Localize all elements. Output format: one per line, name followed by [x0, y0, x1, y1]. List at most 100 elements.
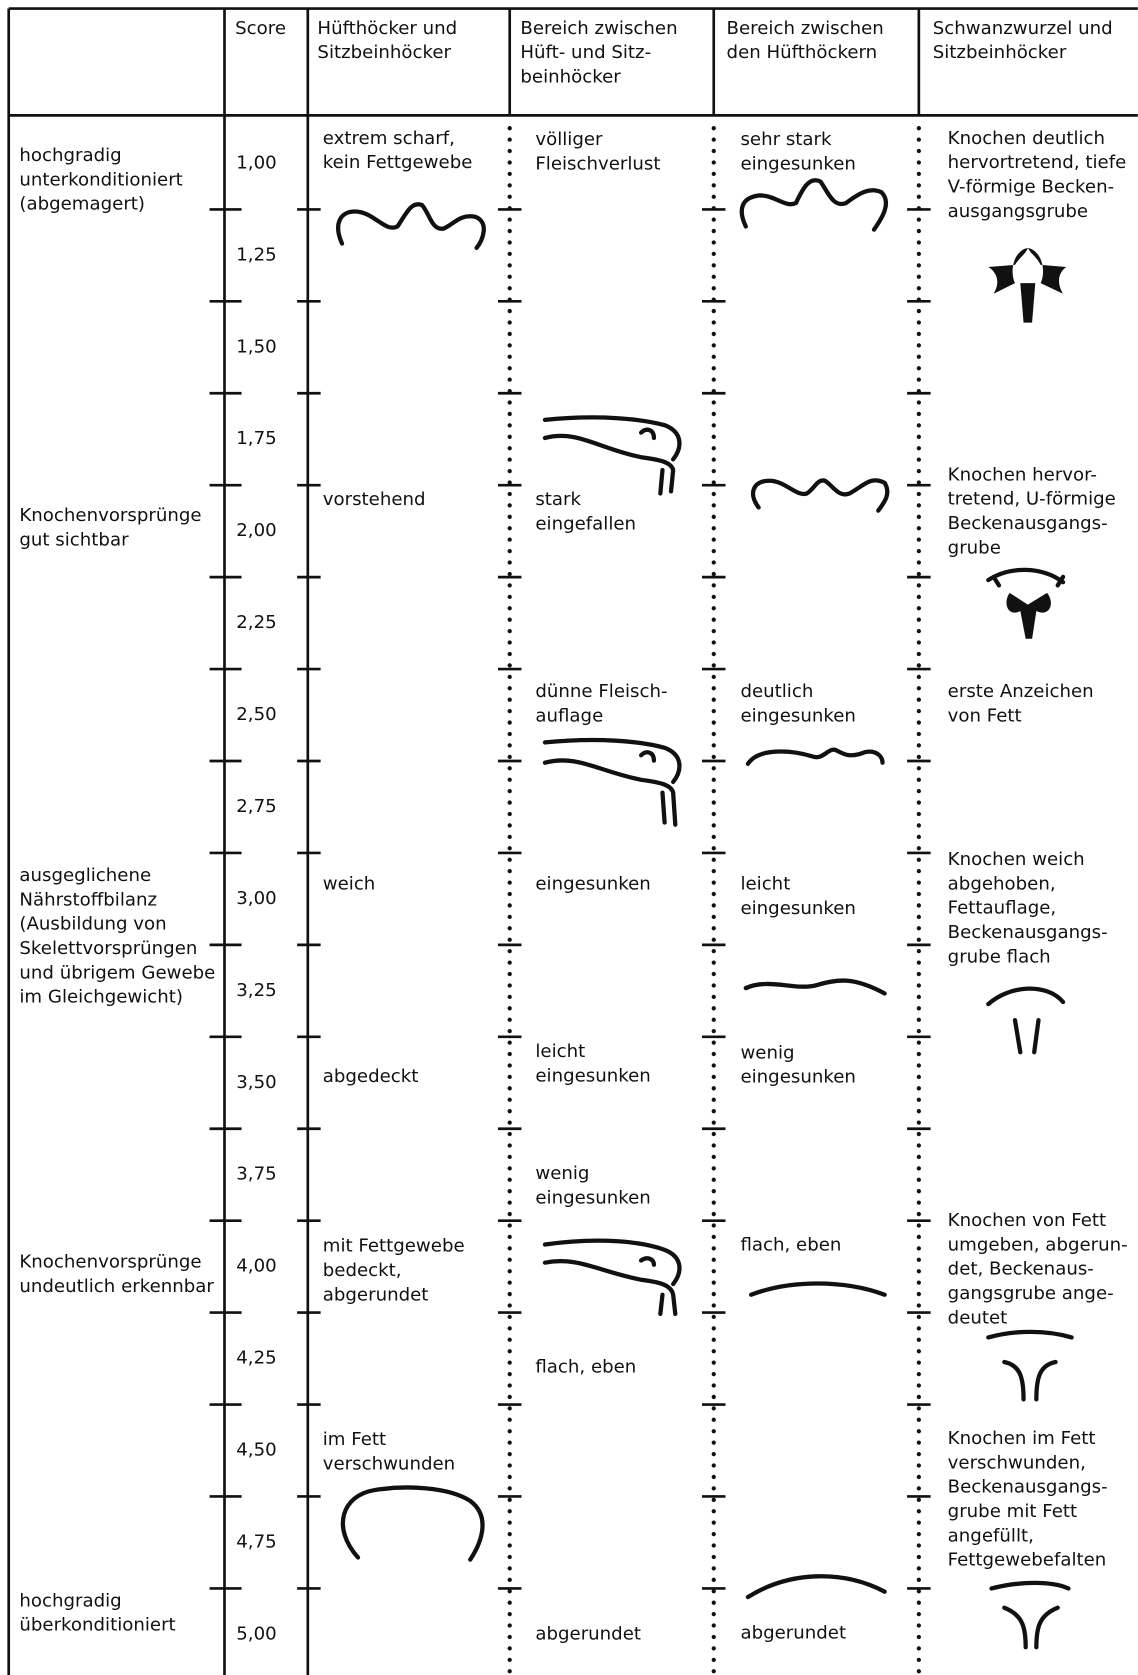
- cell-text: Beckenausgangs-: [948, 1477, 1108, 1498]
- cell-text: eingesunken: [740, 1067, 855, 1088]
- condition-text: Knochenvorsprünge: [19, 1252, 201, 1273]
- condition-text: hochgradig: [19, 1590, 121, 1611]
- score-label: 4,00: [236, 1256, 276, 1277]
- cell-text: abgehoben,: [948, 873, 1056, 894]
- column-header: Bereich zwischen: [520, 18, 677, 39]
- cell-text: Knochen hervor-: [948, 464, 1097, 485]
- cell-text: Knochen deutlich: [948, 128, 1105, 149]
- cell-text: Fleischverlust: [535, 153, 660, 174]
- cell-text: extrem scharf,: [323, 128, 455, 149]
- sketch: [742, 180, 886, 229]
- sketch: [753, 480, 887, 510]
- cell-text: abgerundet: [323, 1284, 429, 1305]
- score-label: 3,50: [236, 1072, 276, 1093]
- cell-text: bedeckt,: [323, 1260, 402, 1281]
- score-label: 2,75: [236, 796, 276, 817]
- column-header: Bereich zwischen: [727, 18, 884, 39]
- sketch: [343, 1488, 483, 1560]
- sketch: [545, 1241, 679, 1314]
- cell-text: weich: [323, 874, 376, 895]
- score-label: 1,50: [236, 336, 276, 357]
- table-frame: [9, 9, 1138, 1675]
- sketch: [988, 248, 1066, 323]
- sketch: [991, 1583, 1068, 1647]
- sketch: [988, 989, 1063, 1053]
- sketch: [748, 750, 883, 764]
- cell-text: Fettgewebefalten: [948, 1550, 1107, 1571]
- score-label: 5,00: [236, 1623, 276, 1644]
- score-label: 2,50: [236, 704, 276, 725]
- cell-text: eingesunken: [740, 898, 855, 919]
- column-header: Sitzbeinhöcker: [933, 42, 1067, 63]
- condition-text: (Ausbildung von: [19, 914, 166, 935]
- condition-text: (abgemagert): [19, 194, 145, 215]
- condition-text: Knochenvorsprünge: [19, 505, 201, 526]
- cell-text: abgedeckt: [323, 1066, 419, 1087]
- cell-text: eingesunken: [535, 1066, 650, 1087]
- column-header: Hüfthöcker und: [317, 18, 457, 39]
- cell-text: völliger: [535, 129, 603, 150]
- cell-text: Knochen im Fett: [948, 1428, 1096, 1449]
- sketch: [988, 570, 1063, 586]
- cell-text: wenig: [740, 1042, 794, 1063]
- cell-text: Beckenausgangs-: [948, 922, 1108, 943]
- cell-text: eingesunken: [740, 706, 855, 727]
- sketch: [748, 1576, 885, 1597]
- column-header: den Hüfthöckern: [727, 42, 878, 63]
- sketch: [988, 1332, 1071, 1400]
- condition-text: Nährstoffbilanz: [19, 889, 157, 910]
- sketch: [1006, 593, 1050, 639]
- score-label: 4,25: [236, 1348, 276, 1369]
- column-header: Sitzbeinhöcker: [317, 42, 451, 63]
- score-label: 4,50: [236, 1439, 276, 1460]
- score-label: 3,25: [236, 980, 276, 1001]
- cell-text: wenig: [535, 1163, 589, 1184]
- cell-text: hervortretend, tiefe: [948, 152, 1127, 173]
- score-label: 3,00: [236, 888, 276, 909]
- cell-text: grube mit Fett: [948, 1501, 1077, 1522]
- condition-text: unterkonditioniert: [19, 169, 182, 190]
- cell-text: verschwunden: [323, 1453, 455, 1474]
- cell-text: flach, eben: [740, 1235, 841, 1256]
- cell-text: Knochen weich: [948, 849, 1085, 870]
- cell-text: abgerundet: [740, 1622, 846, 1643]
- cell-text: grube flach: [948, 946, 1051, 967]
- sketch: [338, 204, 484, 248]
- cell-text: auflage: [535, 706, 603, 727]
- score-label: 1,75: [236, 428, 276, 449]
- column-header: beinhöcker: [520, 67, 621, 88]
- cell-text: von Fett: [948, 706, 1022, 727]
- cell-text: stark: [535, 489, 581, 510]
- cell-text: deutet: [948, 1307, 1008, 1328]
- cell-text: erste Anzeichen: [948, 681, 1094, 702]
- condition-text: undeutlich erkennbar: [19, 1276, 214, 1297]
- cell-text: gangsgrube ange-: [948, 1283, 1114, 1304]
- cell-text: leicht: [740, 874, 790, 895]
- condition-text: gut sichtbar: [19, 529, 129, 550]
- cell-text: ausgangsgrube: [948, 201, 1088, 222]
- cell-text: V-förmige Becken-: [948, 177, 1114, 198]
- condition-text: Skelettvorsprüngen: [19, 938, 197, 959]
- condition-text: im Gleichgewicht): [19, 987, 183, 1008]
- cell-text: leicht: [535, 1041, 585, 1062]
- cell-text: Fettauflage,: [948, 898, 1057, 919]
- score-label: 1,00: [236, 152, 276, 173]
- cell-text: tretend, U-förmige: [948, 489, 1116, 510]
- cell-text: abgerundet: [535, 1623, 641, 1644]
- cell-text: mit Fettgewebe: [323, 1236, 465, 1257]
- cell-text: im Fett: [323, 1429, 386, 1450]
- cell-text: flach, eben: [535, 1356, 636, 1377]
- cell-text: sehr stark: [740, 129, 832, 150]
- score-label: 2,25: [236, 612, 276, 633]
- column-header: Hüft- und Sitz-: [520, 42, 651, 63]
- condition-text: und übrigem Gewebe: [19, 962, 215, 983]
- cell-text: det, Beckenaus-: [948, 1259, 1094, 1280]
- cell-text: eingesunken: [535, 1187, 650, 1208]
- score-label: 2,00: [236, 520, 276, 541]
- score-label: 4,75: [236, 1531, 276, 1552]
- cell-text: verschwunden,: [948, 1452, 1086, 1473]
- cell-text: dünne Fleisch-: [535, 681, 667, 702]
- cell-text: eingesunken: [535, 874, 650, 895]
- score-label: 1,25: [236, 244, 276, 265]
- condition-text: hochgradig: [19, 145, 121, 166]
